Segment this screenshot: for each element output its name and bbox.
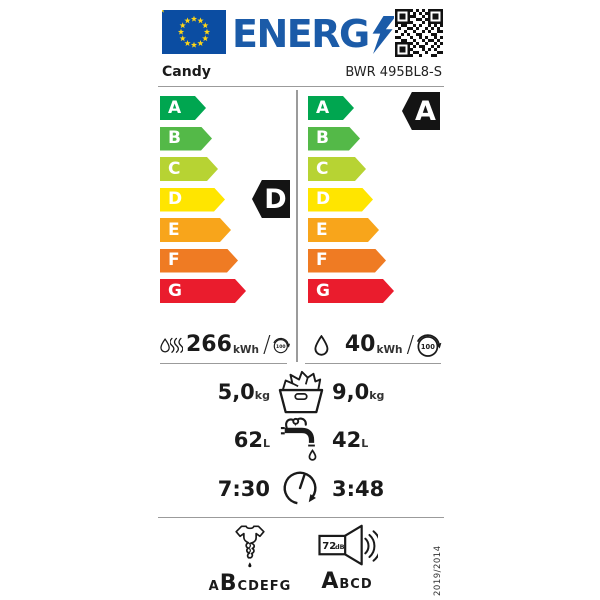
energy-scale-left: A B C D E F G [160,96,246,310]
noise-db-unit: dB [335,543,345,551]
energy-consumption-left: 266 kWh / 100 [160,328,290,362]
steam-icon [170,337,183,353]
energy-unit-right: kWh [376,343,403,356]
rating-letter-selected: B [219,571,238,596]
rating-letter: E [259,579,270,594]
class-letter: D [316,189,331,209]
class-arrow-d: D [160,188,225,212]
lightning-icon [372,16,396,54]
class-arrow-a: A [308,96,354,120]
per-100-cycles-icon: 100 [417,333,442,357]
class-letter: E [316,219,328,240]
noise-db-value: 72 [322,541,336,552]
capacity-row: 5,0kg 9,0kg [158,368,444,416]
class-arrow-c: C [308,157,366,181]
rating-letter: A [208,579,220,594]
class-arrow-d: D [308,188,373,212]
class-letter: F [316,250,328,270]
underline-right [305,363,441,364]
per-slash: / [406,332,415,358]
energy-value-right: 40 [344,332,376,357]
class-arrow-e: E [308,218,379,242]
per-cycles-value-right: 100 [421,342,435,350]
rating-letter: C [350,577,361,592]
class-letter: D [168,189,183,209]
class-arrow-g: G [160,279,246,303]
underline-left [160,363,287,364]
tap-icon [280,417,317,461]
water-drop-icon [160,337,170,352]
energy-consumption-right: 40 kWh / 100 [306,328,442,362]
rating-letter-selected: A [321,569,340,594]
rating-letter: D [248,579,260,594]
capacity-left-value: 5,0 [217,380,255,404]
spin-dry-icon [235,525,265,568]
brand-name: Candy [162,64,211,80]
rated-class-indicator-left: D [252,180,290,218]
class-letter: C [168,158,181,179]
eu-flag-icon [162,10,226,54]
column-divider [296,90,298,362]
class-arrow-g: G [308,279,394,303]
class-letter: E [168,219,180,240]
rating-letter: B [339,577,351,592]
energ-logo: ENERG [232,14,396,54]
rating-letter: G [279,579,292,594]
water-row: 62L 42L [158,416,444,464]
water-left-value: 62 [233,428,263,452]
energy-value-left: 266 [186,332,232,357]
class-arrow-e: E [160,218,231,242]
duration-clock-icon [283,471,317,505]
rated-class-indicator-right: A [402,92,440,130]
header-divider [158,86,444,87]
class-letter: B [168,128,181,148]
water-unit: L [361,437,369,450]
class-letter: A [168,97,182,118]
water-unit: L [262,437,270,450]
capacity-right-value: 9,0 [332,380,370,404]
per-cycles-value-left: 100 [276,343,286,349]
capacity-unit: kg [369,389,385,402]
class-arrow-f: F [160,249,238,273]
energy-scale-right: A B C D E F G [308,96,394,310]
noise-icon: 72 dB [318,524,378,566]
class-arrow-b: B [160,127,212,151]
energy-unit-left: kWh [232,343,259,356]
class-letter: C [316,158,329,179]
rating-letter: C [237,579,249,594]
capacity-unit: kg [254,389,270,402]
per-slash: / [262,332,271,358]
class-letter: B [316,128,329,148]
duration-row: 7:30 3:48 [158,464,444,514]
per-100-cycles-icon: 100 [273,337,290,353]
rating-letter: D [360,577,373,592]
class-letter: F [168,250,180,270]
energy-label: ENERG Candy BWR 495BL8-S A B C D E F G [158,6,444,596]
class-arrow-b: B [308,127,360,151]
rating-letter: F [269,579,280,594]
class-arrow-a: A [160,96,206,120]
energ-logo-text: ENERG [232,12,370,56]
class-letter: A [316,97,330,118]
class-letter: G [168,280,182,301]
class-letter: G [316,280,330,301]
duration-right-value: 3:48 [332,477,385,501]
class-arrow-c: C [160,157,218,181]
water-right-value: 42 [332,428,362,452]
qr-code [394,8,444,58]
water-drop-icon [314,334,329,356]
duration-left-value: 7:30 [217,477,270,501]
brand-row: Candy BWR 495BL8-S [162,64,442,80]
model-number: BWR 495BL8-S [345,65,442,80]
bottom-divider [158,517,444,518]
class-arrow-f: F [308,249,386,273]
laundry-load-icon [278,370,324,414]
regulation-number: 2019/2014 [433,545,443,596]
